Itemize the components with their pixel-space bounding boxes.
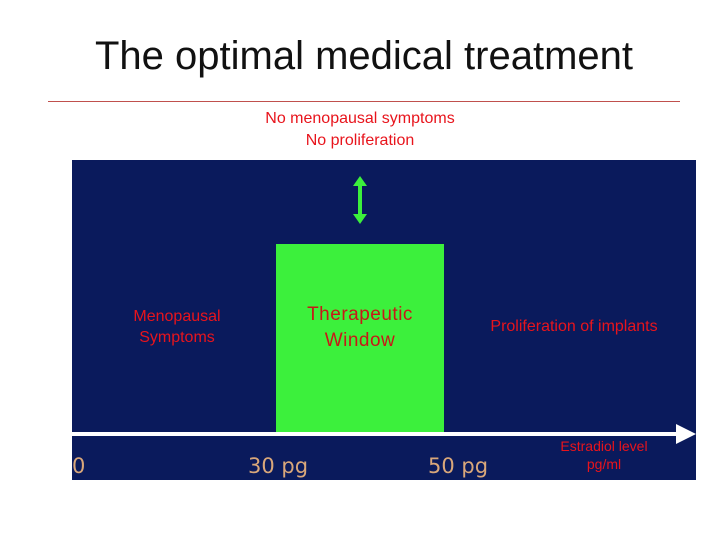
title-divider bbox=[48, 101, 680, 102]
axis-tick-50: 50 pg bbox=[428, 454, 489, 478]
top-note-line-1: No menopausal symptoms bbox=[265, 110, 455, 127]
axis-label: Estradiol level pg/ml bbox=[534, 437, 674, 473]
diagram-panel: Menopausal Symptoms Therapeutic Window P… bbox=[72, 160, 696, 480]
proliferation-label: Proliferation of implants bbox=[490, 318, 658, 335]
left-label-line-1: Menopausal bbox=[133, 308, 221, 325]
estradiol-axis-arrow bbox=[72, 424, 696, 444]
left-label-line-2: Symptoms bbox=[139, 329, 215, 346]
axis-label-line-2: pg/ml bbox=[586, 456, 622, 472]
menopausal-symptoms-label: Menopausal Symptoms bbox=[102, 306, 252, 348]
axis-tick-30: 30 pg bbox=[248, 454, 309, 478]
window-label-line-2: Window bbox=[324, 330, 396, 351]
top-note-line-2: No proliferation bbox=[305, 132, 415, 149]
therapeutic-window-label: Therapeutic Window bbox=[276, 302, 444, 354]
therapeutic-window-box: Therapeutic Window bbox=[276, 244, 444, 434]
slide-title: The optimal medical treatment bbox=[95, 34, 634, 78]
axis-tick-0: 0 bbox=[72, 454, 86, 478]
window-label-line-1: Therapeutic bbox=[307, 304, 413, 325]
double-headed-arrow-icon bbox=[353, 176, 367, 224]
axis-label-line-1: Estradiol level bbox=[560, 438, 648, 454]
top-note: No menopausal symptoms No proliferation bbox=[200, 108, 520, 152]
